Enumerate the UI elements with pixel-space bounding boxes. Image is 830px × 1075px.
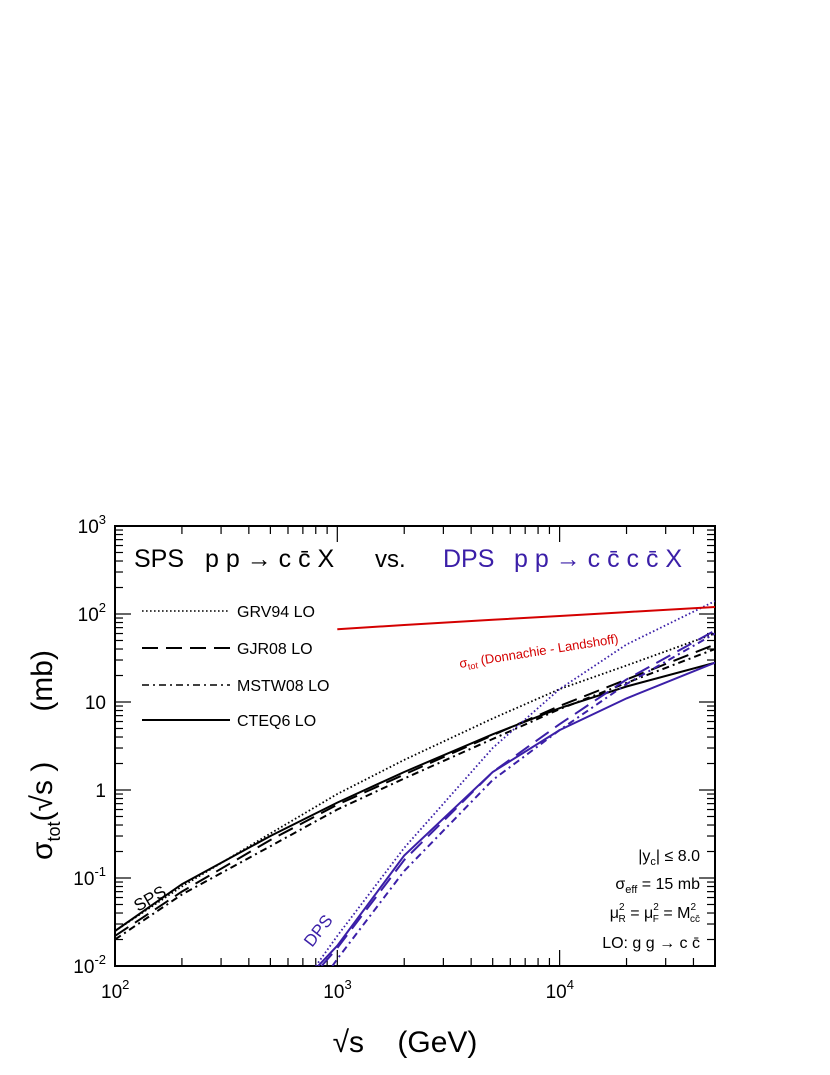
mu-r-sup: 2 bbox=[619, 902, 625, 913]
series-dps-cteq6-lo bbox=[317, 661, 715, 966]
x-tick-label-base: 10 bbox=[546, 982, 567, 1003]
y-axis-label-sub: tot bbox=[44, 821, 64, 841]
x-tick-label-base: 10 bbox=[101, 982, 122, 1003]
axis-ticks bbox=[114, 525, 716, 967]
x-tick-label: 103 bbox=[323, 977, 351, 1003]
y-tick-label: 10 bbox=[85, 693, 106, 714]
y-tick-label: 10-2 bbox=[73, 952, 106, 978]
legend-label-gjr08: GJR08 LO bbox=[237, 641, 313, 658]
legend: GRV94 LO GJR08 LO MSTW08 LO CTEQ6 LO bbox=[142, 604, 329, 730]
mu-f-sub: F bbox=[653, 914, 659, 925]
y-tick-label: 103 bbox=[78, 512, 106, 538]
y-tick-label-base: 10 bbox=[78, 605, 99, 626]
series-dps-grv94-lo bbox=[315, 600, 715, 966]
series-dps-mstw08-lo bbox=[331, 632, 715, 966]
x-tick-label-exp: 2 bbox=[122, 977, 129, 992]
y-tick-label-exp: 2 bbox=[99, 600, 106, 615]
x-tick-label: 104 bbox=[546, 977, 574, 1003]
eq-1: = bbox=[626, 905, 644, 922]
legend-label-grv94: GRV94 LO bbox=[237, 604, 315, 621]
y-axis-label-main: σ bbox=[26, 841, 59, 860]
x-tick-label: 102 bbox=[101, 977, 129, 1003]
y-tick-label-exp: -1 bbox=[94, 864, 106, 879]
x-axis-label: √s (GeV) bbox=[333, 1026, 478, 1059]
sps-curve-label: SPS bbox=[131, 882, 170, 915]
total-cross-section-label: σtot (Donnachie - Landshoff) bbox=[458, 631, 620, 673]
y-tick-label-base: 1 bbox=[95, 781, 106, 802]
sigma-eff-pre: σ bbox=[615, 876, 625, 893]
x-tick-label-base: 10 bbox=[323, 982, 344, 1003]
title-vs: vs. bbox=[375, 546, 406, 573]
title-sps-process: p p → c c̄ X bbox=[205, 545, 335, 573]
sigma-eff-post: = 15 mb bbox=[637, 876, 700, 893]
y-tick-label-exp: 3 bbox=[99, 512, 106, 527]
y-axis-label-rest: (√s ) (mb) bbox=[26, 650, 59, 821]
rapidity-cut-post: | ≤ 8.0 bbox=[656, 848, 700, 865]
y-axis-label: σtot(√s ) (mb) bbox=[26, 650, 64, 860]
y-tick-label-exp: -2 bbox=[94, 952, 106, 967]
y-tick-label-base: 10 bbox=[78, 517, 99, 538]
lo-process: LO: g g → c c̄ bbox=[602, 935, 700, 952]
mu-r-sub: R bbox=[619, 914, 626, 925]
rapidity-cut-sub: c bbox=[650, 856, 656, 868]
rapidity-cut: |yc| ≤ 8.0 bbox=[638, 848, 700, 868]
sigma-eff-sub: eff bbox=[625, 884, 638, 896]
rapidity-cut-pre: |y bbox=[638, 848, 650, 865]
x-tick-label-exp: 4 bbox=[567, 977, 574, 992]
series-total-donnachie-landshoff bbox=[337, 606, 715, 631]
series-dps-gjr08-lo bbox=[320, 629, 715, 966]
legend-label-mstw08: MSTW08 LO bbox=[237, 678, 329, 695]
x-tick-label-exp: 3 bbox=[344, 977, 351, 992]
eq-2: = bbox=[659, 905, 677, 922]
dps-curve-label: DPS bbox=[300, 911, 337, 950]
mu-f-sup: 2 bbox=[653, 902, 659, 913]
y-tick-label-base: 10 bbox=[73, 869, 94, 890]
plot-frame bbox=[114, 525, 716, 967]
series-sps-grv94-lo bbox=[115, 632, 715, 932]
mu-f: μ bbox=[644, 905, 653, 922]
mass-sub: cc̄ bbox=[690, 914, 700, 925]
y-tick-label: 1 bbox=[95, 781, 106, 802]
sigma-eff: σeff = 15 mb bbox=[615, 876, 700, 896]
y-tick-label-base: 10 bbox=[73, 957, 94, 978]
legend-label-cteq6: CTEQ6 LO bbox=[237, 713, 316, 730]
series-sps-mstw08-lo bbox=[115, 648, 715, 941]
total-label-main: σ bbox=[458, 655, 468, 671]
total-label-sub: tot bbox=[467, 660, 479, 672]
data-curves bbox=[115, 600, 715, 966]
title-sps-label: SPS bbox=[134, 545, 184, 573]
mu-r: μ bbox=[610, 905, 619, 922]
y-tick-label: 10-1 bbox=[73, 864, 106, 890]
title-dps-label: DPS bbox=[443, 545, 494, 573]
y-tick-label-base: 10 bbox=[85, 693, 106, 714]
scale-choice: μ2 R = μ2 F = M2 cc̄ bbox=[610, 902, 700, 925]
mass-m: M bbox=[677, 905, 690, 922]
y-tick-label: 102 bbox=[78, 600, 106, 626]
mass-sup: 2 bbox=[690, 902, 696, 913]
title-dps-process: p p → c c̄ c c̄ X bbox=[514, 545, 682, 573]
